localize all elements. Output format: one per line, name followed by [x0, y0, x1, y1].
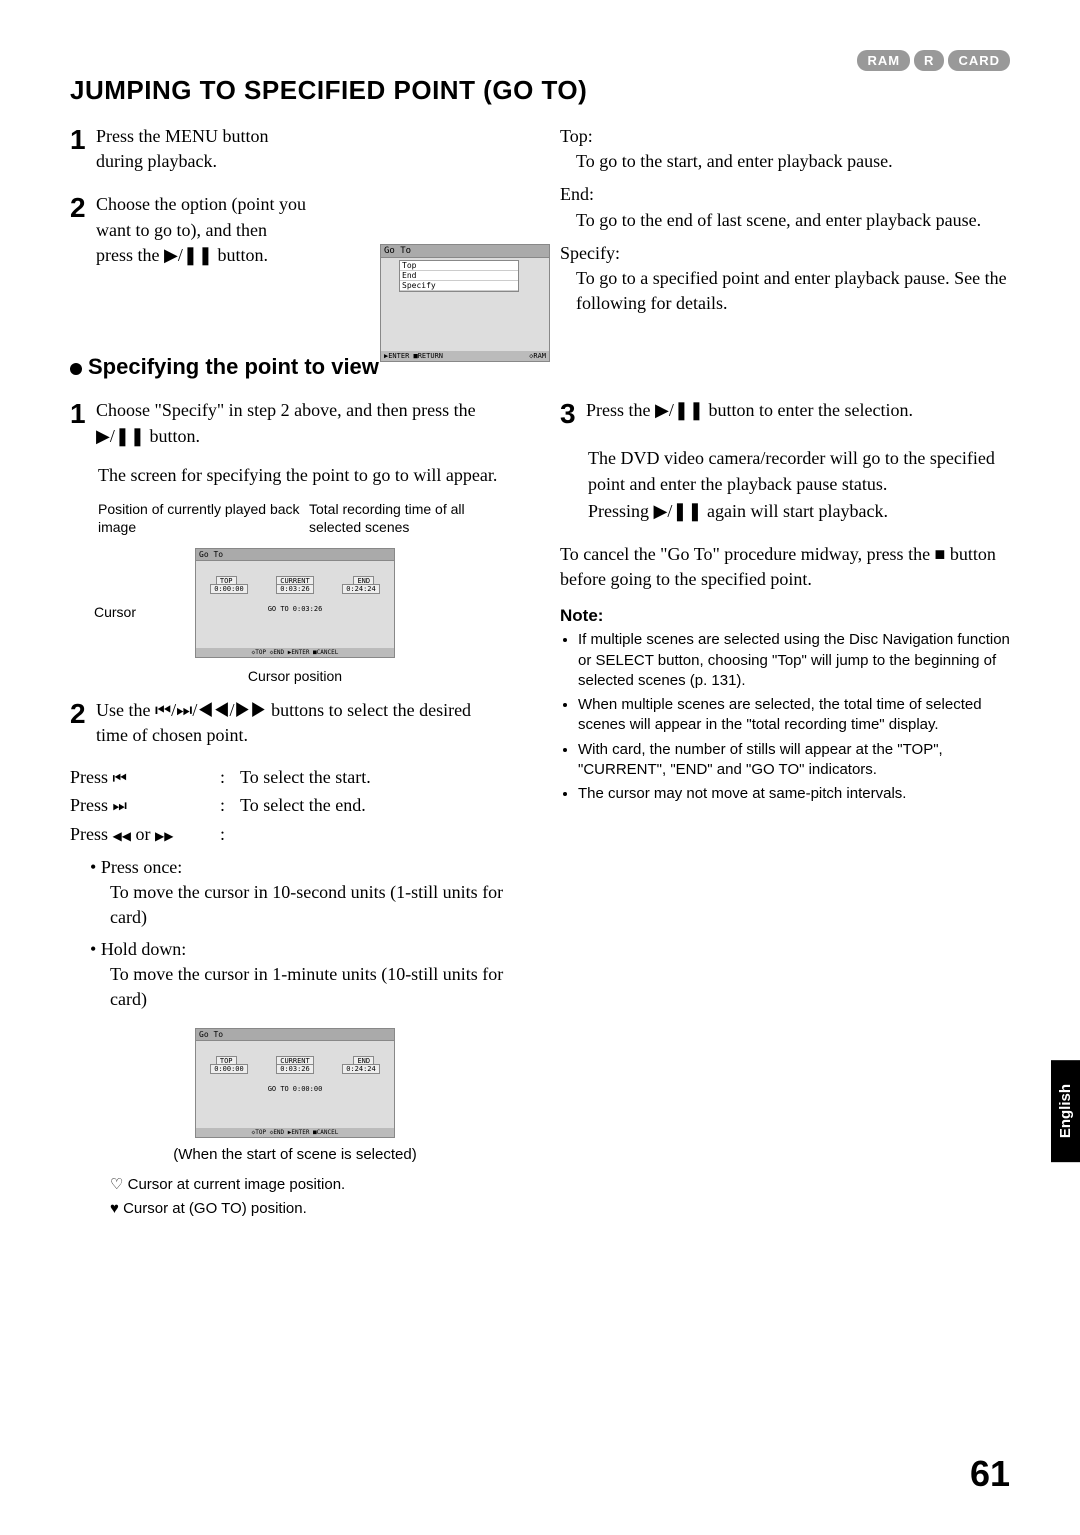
press-once-label: • Press once: [90, 855, 520, 880]
goto-ui-start-screenshot: Go To TOP CURRENT END 0:00:00 0:03:26 0:… [190, 1028, 400, 1138]
step1-text: Press the MENU button during playback. [96, 124, 306, 174]
step3-sub1: The DVD video camera/recorder will go to… [588, 446, 1010, 496]
section-goto: 1 Press the MENU button during playback.… [70, 124, 1010, 324]
specify-step2: Use the ⏮/⏭/◀◀/▶▶ buttons to select the … [96, 698, 476, 748]
cursor-legend: ♡ Cursor at current image position. ♥ Cu… [110, 1173, 520, 1221]
press-once-text: To move the cursor in 10-second units (1… [110, 880, 520, 930]
specify-step3: Press the ▶/❚❚ button to enter the selec… [586, 398, 966, 423]
rewind-icon [113, 824, 131, 844]
note-item: If multiple scenes are selected using th… [578, 630, 1010, 691]
goto-menu-screenshot: Go To Top End Specify ▶ENTER ■RETURN ◇RA… [380, 244, 550, 362]
media-badges: RAM R CARD [857, 50, 1010, 71]
cancel-text: To cancel the "Go To" procedure midway, … [560, 542, 1010, 592]
note-item: With card, the number of stills will app… [578, 740, 1010, 781]
note-item: The cursor may not move at same-pitch in… [578, 784, 1010, 804]
section-specify: 1 Choose "Specify" in step 2 above, and … [70, 398, 1010, 1221]
badge-r: R [914, 50, 944, 71]
specify-step1-sub: The screen for specifying the point to g… [98, 463, 520, 488]
page-title: JUMPING TO SPECIFIED POINT (GO TO) [70, 75, 1010, 106]
diagram-labels: Position of currently played back image … [98, 500, 520, 536]
specify-step1: Choose "Specify" in step 2 above, and th… [96, 398, 476, 448]
hold-down-text: To move the cursor in 1-minute units (10… [110, 962, 520, 1012]
fig-caption: (When the start of scene is selected) [70, 1146, 520, 1163]
goto-diagram: Cursor Go To TOP CURRENT END 0:00:00 0:0… [150, 548, 440, 684]
badge-card: CARD [948, 50, 1010, 71]
step-number: 1 [70, 398, 92, 430]
option-definitions: Top: To go to the start, and enter playb… [560, 124, 1010, 324]
skip-back-icon [113, 767, 127, 787]
badge-ram: RAM [857, 50, 910, 71]
bullet-icon [70, 363, 82, 375]
step2-text: Choose the option (point you want to go … [96, 192, 306, 268]
goto-ui-screenshot: Go To TOP CURRENT END 0:00:00 0:03:26 0:… [195, 548, 395, 658]
hold-down-label: • Hold down: [90, 937, 520, 962]
note-item: When multiple scenes are selected, the t… [578, 695, 1010, 736]
step-number: 3 [560, 398, 582, 430]
skip-forward-icon [113, 795, 127, 815]
step-number: 1 [70, 124, 92, 156]
step-number: 2 [70, 192, 92, 224]
step3-sub2: Pressing ▶/❚❚ again will start playback. [588, 499, 1010, 524]
note-heading: Note: [560, 606, 1010, 626]
fast-forward-icon [155, 824, 173, 844]
step-number: 2 [70, 698, 92, 730]
note-list: If multiple scenes are selected using th… [560, 630, 1010, 804]
page-number: 61 [970, 1453, 1010, 1495]
language-tab: English [1051, 1060, 1080, 1162]
button-press-table: Press :To select the start. Press :To se… [70, 763, 520, 849]
